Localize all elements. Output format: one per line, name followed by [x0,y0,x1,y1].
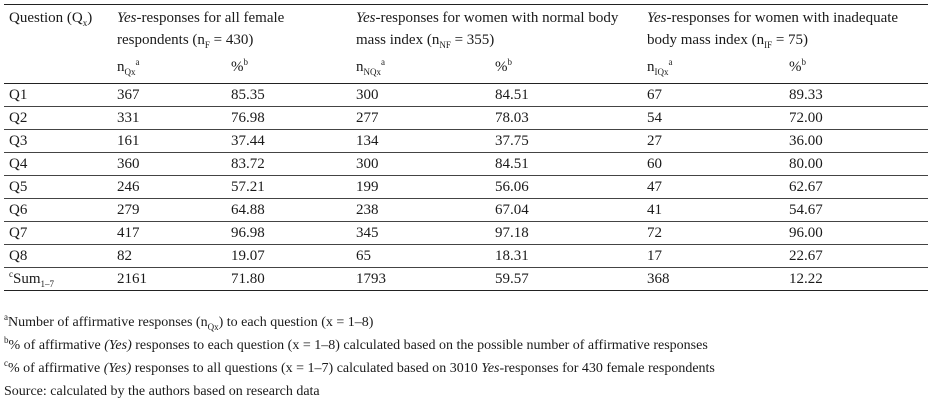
table-row: Q3 161 37.44 134 37.75 27 36.00 [4,130,928,153]
subheader-pct-normal: %b [495,57,512,76]
cell-question: Q6 [9,202,28,218]
cell-question: Q4 [9,156,28,172]
table-row: Q2 331 76.98 277 78.03 54 72.00 [4,107,928,130]
cell-n-all: 279 [117,202,140,218]
data-table: Question (Qx) Yes-responses for all fema… [4,4,928,291]
cell-n-inadequate: 47 [647,179,662,195]
cell-n-inadequate: 17 [647,248,662,264]
cell-pct-normal: 97.18 [495,225,529,241]
cell-pct-normal: 56.06 [495,179,529,195]
cell-n-inadequate: 67 [647,87,662,103]
cell-pct-all: 71.80 [231,271,265,287]
cell-question: Q1 [9,87,28,103]
cell-pct-all: 96.98 [231,225,265,241]
table-footnotes: aNumber of affirmative responses (nQx) t… [4,311,715,403]
cell-n-all: 82 [117,248,132,264]
cell-pct-all: 37.44 [231,133,265,149]
cell-pct-all: 19.07 [231,248,265,264]
table-row: Q5 246 57.21 199 56.06 47 62.67 [4,176,928,199]
cell-n-normal: 300 [356,156,379,172]
cell-question: Q2 [9,110,28,126]
cell-pct-all: 57.21 [231,179,265,195]
cell-question: Q3 [9,133,28,149]
cell-n-normal: 277 [356,110,379,126]
subheader-row: nQxa %b nNQxa %b nIQxa %b [4,57,928,84]
footnote-b: b% of affirmative (Yes) responses to eac… [4,335,708,354]
cell-pct-normal: 59.57 [495,271,529,287]
cell-n-inadequate: 54 [647,110,662,126]
header-all-respondents: Yes-responses for all female respondents… [117,10,285,50]
cell-n-all: 360 [117,156,140,172]
cell-pct-normal: 84.51 [495,87,529,103]
cell-pct-inadequate: 80.00 [789,156,823,172]
table-row: Q4 360 83.72 300 84.51 60 80.00 [4,153,928,176]
table-row: Q6 279 64.88 238 67.04 41 54.67 [4,199,928,222]
header-question: Question (Qx) [9,10,93,28]
footnote-c: c% of affirmative (Yes) responses to all… [4,358,715,377]
cell-sum-label: cSum1–7 [9,269,55,289]
cell-pct-normal: 37.75 [495,133,529,149]
cell-n-normal: 300 [356,87,379,103]
subheader-pct-inadequate: %b [789,57,806,76]
cell-n-normal: 134 [356,133,379,149]
cell-n-all: 246 [117,179,140,195]
cell-pct-all: 85.35 [231,87,265,103]
cell-n-all: 367 [117,87,140,103]
table-row: Q1 367 85.35 300 84.51 67 89.33 [4,84,928,107]
sum-row: cSum1–7 2161 71.80 1793 59.57 368 12.22 [4,268,928,291]
cell-pct-inadequate: 89.33 [789,87,823,103]
cell-n-normal: 199 [356,179,379,195]
table-row: Q8 82 19.07 65 18.31 17 22.67 [4,245,928,268]
cell-pct-inadequate: 22.67 [789,248,823,264]
cell-n-inadequate: 368 [647,271,670,287]
cell-n-inadequate: 27 [647,133,662,149]
cell-pct-all: 64.88 [231,202,265,218]
cell-pct-normal: 18.31 [495,248,529,264]
cell-n-normal: 238 [356,202,379,218]
cell-pct-all: 83.72 [231,156,265,172]
cell-question: Q5 [9,179,28,195]
cell-n-all: 161 [117,133,140,149]
subheader-pct-all: %b [231,57,248,76]
cell-n-normal: 65 [356,248,371,264]
table-row: Q7 417 96.98 345 97.18 72 96.00 [4,222,928,245]
cell-n-inadequate: 60 [647,156,662,172]
cell-n-inadequate: 72 [647,225,662,241]
cell-n-all: 417 [117,225,140,241]
cell-pct-normal: 78.03 [495,110,529,126]
header-row: Question (Qx) Yes-responses for all fema… [4,4,928,58]
cell-pct-normal: 67.04 [495,202,529,218]
header-normal-bmi: Yes-responses for women with normal body… [356,10,619,50]
cell-n-inadequate: 41 [647,202,662,218]
subheader-n-inadequate: nIQxa [647,57,673,77]
cell-pct-inadequate: 54.67 [789,202,823,218]
footnote-a: aNumber of affirmative responses (nQx) t… [4,312,374,332]
cell-n-normal: 345 [356,225,379,241]
cell-pct-inadequate: 12.22 [789,271,823,287]
cell-pct-all: 76.98 [231,110,265,126]
cell-pct-normal: 84.51 [495,156,529,172]
cell-n-normal: 1793 [356,271,386,287]
cell-pct-inadequate: 72.00 [789,110,823,126]
cell-n-all: 331 [117,110,140,126]
cell-pct-inadequate: 96.00 [789,225,823,241]
subheader-n-normal: nNQxa [356,57,385,77]
subheader-n-all: nQxa [117,57,140,77]
cell-pct-inadequate: 36.00 [789,133,823,149]
subheader-empty [4,57,112,84]
source-note: Source: calculated by the authors based … [4,384,320,399]
cell-pct-inadequate: 62.67 [789,179,823,195]
header-inadequate-bmi: Yes-responses for women with inadequate … [647,10,899,50]
cell-n-all: 2161 [117,271,147,287]
cell-question: Q8 [9,248,28,264]
cell-question: Q7 [9,225,28,241]
